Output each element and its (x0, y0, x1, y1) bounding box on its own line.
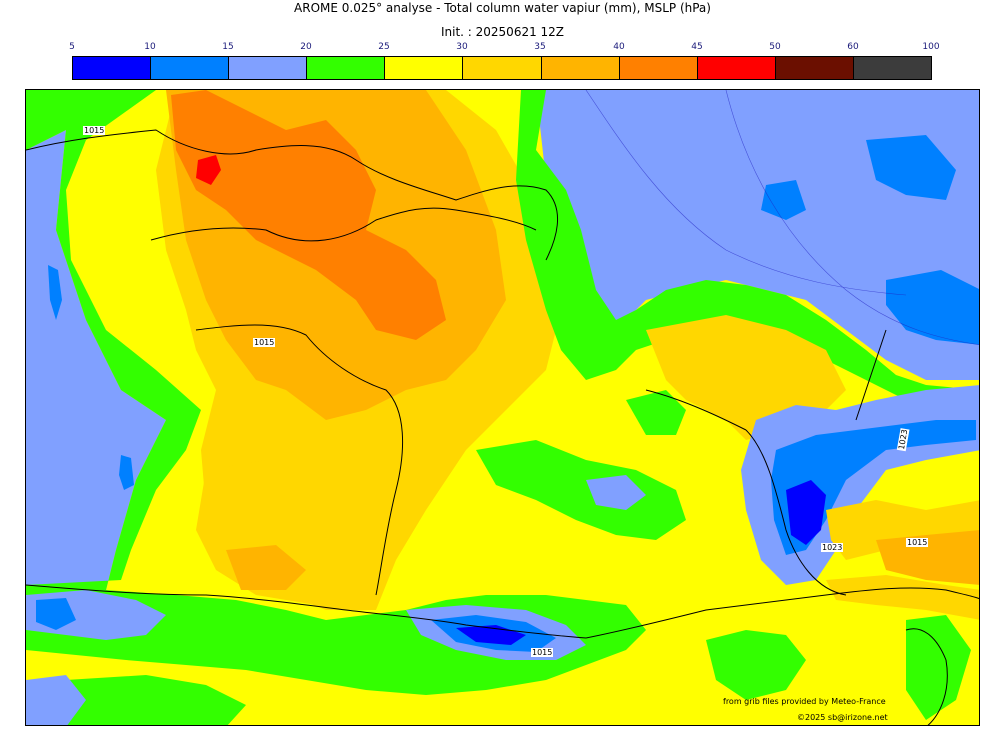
colorbar-segment (307, 57, 386, 79)
colorbar-tick: 40 (613, 42, 625, 52)
isobar-label: 1015 (253, 338, 276, 347)
field-15-20-northeast (536, 90, 979, 380)
isobar-label: 1015 (531, 648, 554, 657)
colorbar-tick: 60 (847, 42, 859, 52)
field-20-25-atlantic (26, 90, 201, 590)
isobar-label: 1023 (821, 543, 844, 552)
colorbar-tick: 20 (300, 42, 312, 52)
colorbar-tick: 10 (144, 42, 156, 52)
colorbar-tick: 30 (456, 42, 468, 52)
field-10-15-atlantic-blob (119, 455, 134, 490)
init-time: Init. : 20250621 12Z (440, 25, 565, 39)
chart-title: AROME 0.025° analyse - Total column wate… (294, 1, 711, 15)
field-20-25-massif-central (476, 440, 686, 540)
field-40-45-channel (171, 90, 446, 340)
colorbar-segment (697, 57, 776, 79)
isobars (585, 90, 979, 346)
colorbar-segment (229, 57, 308, 79)
field-10-15-northeast-blob (761, 180, 806, 220)
field-20-25-sardinia (906, 615, 971, 720)
colorbar-segment (853, 57, 932, 79)
colorbar-segment (151, 57, 230, 79)
colorbar-segment (619, 57, 698, 79)
field-10-15-northeast-blob (886, 270, 979, 345)
colorbar-tick: 45 (691, 42, 703, 52)
colorbar-tick: 35 (534, 42, 546, 52)
colorbar-segment (775, 57, 854, 79)
credit-source: from grib files provided by Meteo-France (723, 697, 886, 706)
colorbar-tick: 5 (69, 42, 75, 52)
colorbar-tick: 50 (769, 42, 781, 52)
colorbar-segment (385, 57, 464, 79)
colorbar-segment (73, 57, 152, 79)
water-vapour-map (26, 90, 979, 725)
field-45-50-channel (196, 155, 221, 185)
colorbar-segment (463, 57, 542, 79)
field-20-25-jura (626, 390, 686, 435)
field-10-15-spain-blob (36, 598, 76, 630)
field-35-40-aquitaine (226, 545, 306, 590)
field-20-25-northeast-edge (516, 90, 979, 410)
colorbar-tick: 15 (222, 42, 234, 52)
map-panel: 1015 1015 1023 1015 1023 1015 from grib … (25, 89, 980, 726)
field-35-40-riviera (876, 530, 979, 585)
field-20-25-spain-south (66, 675, 246, 725)
coastlines (26, 129, 979, 725)
credit-copyright: ©2025 sb@irizone.net (797, 713, 888, 722)
isobar-label: 1015 (83, 126, 106, 135)
field-20-25-mediterranean (706, 630, 806, 700)
field-5-10-alps (786, 480, 826, 545)
field-10-15-atlantic-blob (48, 265, 62, 320)
colorbar-tick: 100 (922, 42, 940, 52)
field-10-15-northeast-blob (866, 135, 956, 200)
field-15-20-massif-central (586, 475, 646, 510)
colorbar-tick: 25 (378, 42, 390, 52)
isobar-label: 1015 (906, 538, 929, 547)
field-30-35-med-east (826, 575, 979, 620)
colorbar-segment (541, 57, 620, 79)
colorbar (72, 56, 932, 80)
field-15-20-spain-south (26, 675, 86, 725)
